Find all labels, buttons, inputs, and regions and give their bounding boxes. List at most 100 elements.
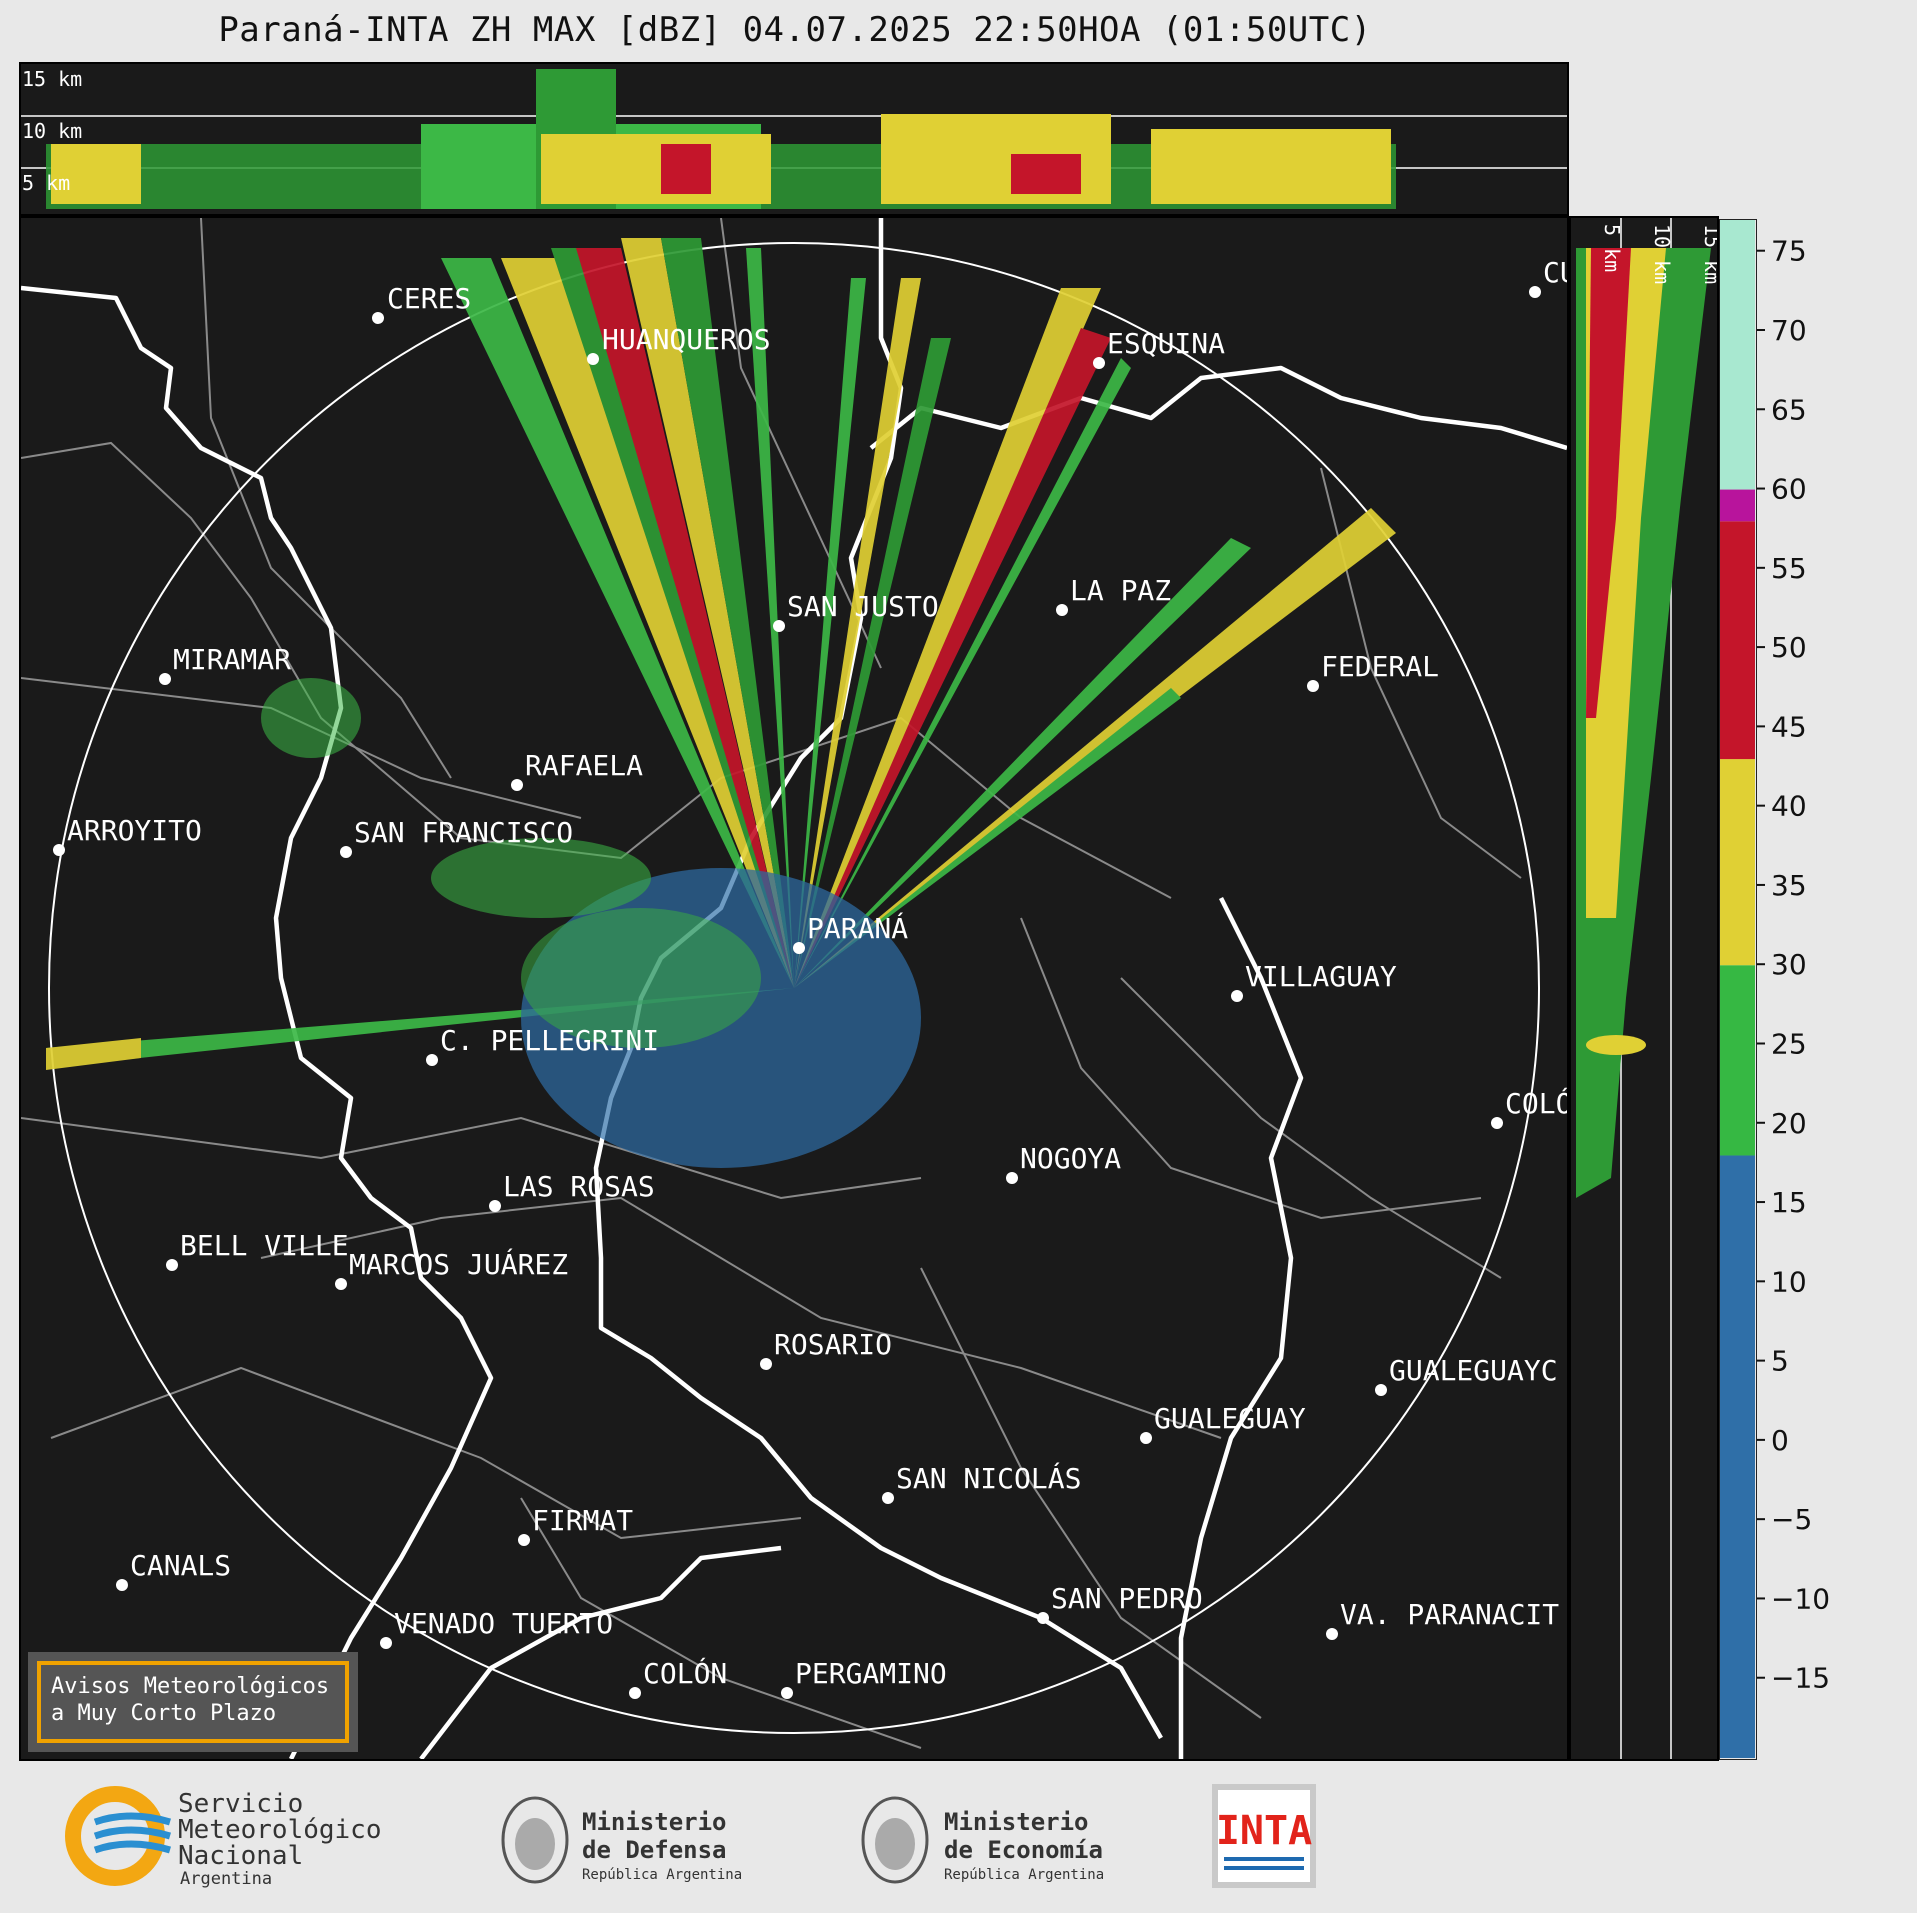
svg-text:VENADO TUERTO: VENADO TUERTO [394,1607,613,1640]
city-markers: CERES HUANQUEROS ESQUINA CU SAN JUSTO LA… [53,256,1567,1699]
svg-text:SAN PEDRO: SAN PEDRO [1051,1582,1203,1615]
colorbar-tick-label-18: −15 [1771,1662,1830,1695]
svg-text:BELL VILLE: BELL VILLE [180,1229,349,1262]
colorbar-band-0 [1720,1155,1755,1758]
height-label-5: 5 km [22,171,70,195]
colorbar-tick-label-16: −5 [1771,1503,1812,1536]
city-arroyito: ARROYITO [53,814,202,856]
top-cross-section-plot: 15 km 10 km 5 km [21,67,1567,209]
side-cross-section: 5 km 10 km 15 km [1569,216,1719,1761]
city-gualeguay: GUALEGUAY [1140,1402,1306,1444]
colorbar-tick-label-6: 45 [1771,710,1807,743]
city-colo: COLÓ [1491,1086,1567,1129]
legend-line-2: a Muy Corto Plazo [51,1701,277,1726]
svg-text:PERGAMINO: PERGAMINO [795,1657,947,1690]
colorbar-band-2 [1720,759,1755,966]
svg-text:MIRAMAR: MIRAMAR [173,643,291,676]
svg-text:SAN NICOLÁS: SAN NICOLÁS [896,1461,1081,1495]
city-miramar: MIRAMAR [159,643,291,685]
svg-text:COLÓN: COLÓN [643,1656,727,1690]
city-ceres: CERES [372,282,471,324]
city-las-rosas: LAS ROSAS [489,1170,655,1212]
svg-text:VILLAGUAY: VILLAGUAY [1245,960,1397,993]
economia-logo: Ministerio de Economía República Argenti… [861,1796,1104,1884]
city-pergamino: PERGAMINO [781,1657,947,1699]
svg-text:FIRMAT: FIRMAT [532,1504,633,1537]
svg-text:CERES: CERES [387,282,471,315]
svg-text:Nacional: Nacional [178,1841,303,1871]
colorbar [1719,219,1757,1760]
colorbar-tick-label-7: 40 [1771,790,1807,823]
svg-text:de Defensa: de Defensa [582,1836,727,1864]
svg-text:GUALEGUAYC: GUALEGUAYC [1389,1354,1558,1387]
svg-text:HUANQUEROS: HUANQUEROS [602,323,771,356]
side-echo-band [1576,248,1711,1198]
svg-text:de Economía: de Economía [944,1836,1103,1864]
svg-text:10 km: 10 km [1650,224,1674,284]
colorbar-tick-label-2: 65 [1771,393,1807,426]
city-villaguay: VILLAGUAY [1231,960,1397,1002]
range-ring [48,242,1540,1734]
side-label-10: 10 km [1650,224,1674,284]
colorbar-band-3 [1720,521,1755,760]
city-c-pellegrini: C. PELLEGRINI [426,1024,659,1066]
city-esquina: ESQUINA [1093,327,1225,369]
svg-text:ESQUINA: ESQUINA [1107,327,1225,360]
svg-text:LA PAZ: LA PAZ [1070,574,1171,607]
city-nogoya: NOGOYA [1006,1142,1121,1184]
inta-logo: INTA [1212,1784,1316,1888]
svg-text:LAS ROSAS: LAS ROSAS [503,1170,655,1203]
colorbar-tick-label-9: 30 [1771,948,1807,981]
svg-text:C. PELLEGRINI: C. PELLEGRINI [440,1024,659,1057]
city-marcos-juarez: MARCOS JUÁREZ [335,1247,568,1290]
city-villa-paranacito: VA. PARANACIT [1326,1598,1559,1640]
city-colon: COLÓN [629,1656,727,1699]
city-venado-tuerto: VENADO TUERTO [380,1607,613,1649]
city-bell-ville: BELL VILLE [166,1229,349,1271]
colorbar-tick-label-10: 25 [1771,1027,1807,1060]
colorbar-tick-label-11: 20 [1771,1107,1807,1140]
department-boundaries [21,218,1522,1749]
svg-text:Servicio: Servicio [178,1789,303,1819]
colorbar-tick-label-4: 55 [1771,552,1807,585]
colorbar-band-4 [1720,489,1755,522]
svg-text:RAFAELA: RAFAELA [525,749,643,782]
colorbar-tick-label-5: 50 [1771,631,1807,664]
top-cross-section: 15 km 10 km 5 km [19,62,1569,216]
svg-text:COLÓ: COLÓ [1505,1086,1567,1120]
city-gualeguaychu: GUALEGUAYC [1375,1354,1558,1396]
chart-title: Paraná-INTA ZH MAX [dBZ] 04.07.2025 22:5… [218,10,1372,50]
colorbar-tick-label-8: 35 [1771,869,1807,902]
colorbar-band-1 [1720,965,1755,1156]
nowcasting-legend: Avisos Meteorológicos a Muy Corto Plazo [28,1652,358,1752]
city-cu: CU [1529,256,1567,298]
city-la-paz: LA PAZ [1056,574,1171,616]
colorbar-band-5 [1720,220,1755,490]
city-parana: PARANÁ [793,911,908,954]
height-label-15: 15 km [22,67,82,91]
radar-map: CERES HUANQUEROS ESQUINA CU SAN JUSTO LA… [19,216,1569,1761]
svg-text:República Argentina: República Argentina [944,1867,1104,1883]
top-echo-band [46,69,1396,209]
colorbar-tick-label-0: 75 [1771,235,1807,268]
city-canals: CANALS [116,1549,231,1591]
svg-text:PARANÁ: PARANÁ [807,911,908,945]
colorbar-tick-label-17: −10 [1771,1582,1830,1615]
svg-text:15 km: 15 km [1700,224,1717,284]
city-rosario: ROSARIO [760,1328,892,1370]
svg-text:GUALEGUAY: GUALEGUAY [1154,1402,1306,1435]
colorbar-tick-label-3: 60 [1771,473,1807,506]
svg-text:SAN JUSTO: SAN JUSTO [787,590,939,623]
svg-text:Argentina: Argentina [180,1869,272,1889]
city-san-francisco: SAN FRANCISCO [340,816,573,858]
colorbar-tick-label-12: 15 [1771,1186,1807,1219]
city-rafaela: RAFAELA [511,749,643,791]
city-san-pedro: SAN PEDRO [1037,1582,1203,1624]
svg-text:República Argentina: República Argentina [582,1867,742,1883]
smn-logo: Servicio Meteorológico Nacional Argentin… [65,1786,382,1889]
svg-text:Ministerio: Ministerio [582,1808,727,1836]
colorbar-gradient [1720,220,1755,1758]
defensa-logo: Ministerio de Defensa República Argentin… [501,1796,742,1884]
side-label-5: 5 km [1600,224,1624,272]
radar-map-plot: CERES HUANQUEROS ESQUINA CU SAN JUSTO LA… [21,218,1567,1759]
